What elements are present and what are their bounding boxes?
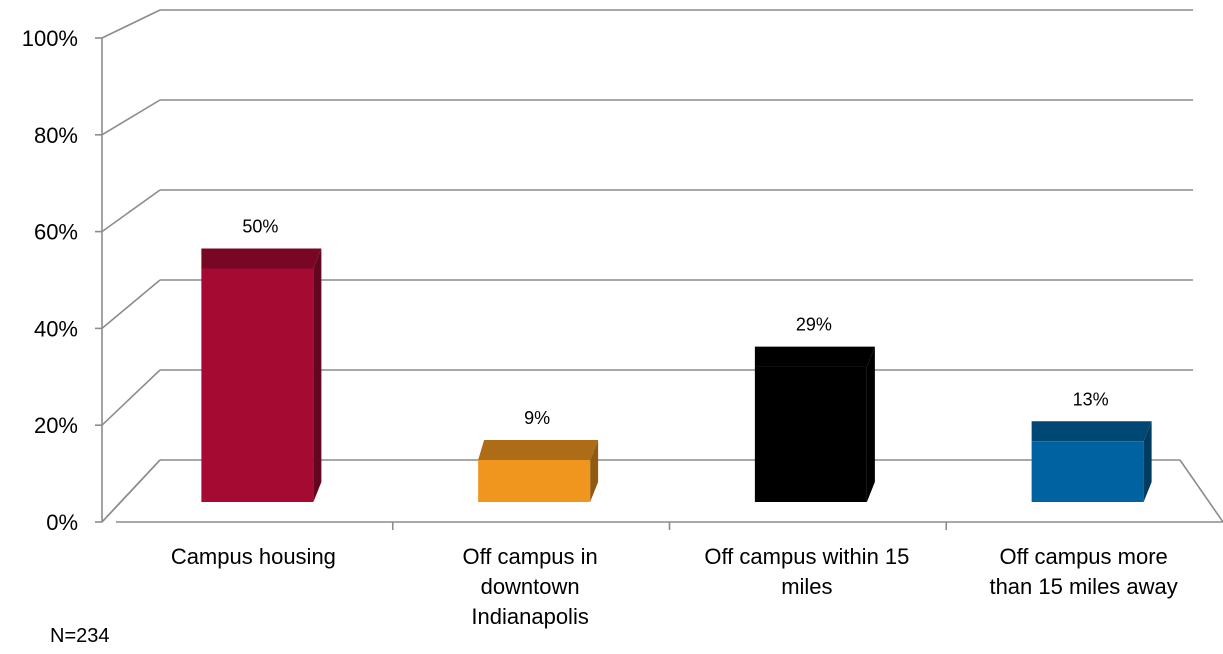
- bar-side: [313, 248, 322, 502]
- x-tick-label: miles: [781, 574, 832, 599]
- floor-right-edge: [1179, 459, 1223, 523]
- y-tick-label: 20%: [34, 413, 78, 438]
- floor-left-edge: [101, 459, 161, 523]
- bar-side: [590, 439, 599, 502]
- gridline-side: [101, 189, 161, 233]
- gridline-side: [101, 99, 161, 136]
- x-tick-label: Off campus more: [999, 544, 1167, 569]
- axes: [95, 37, 1223, 530]
- y-tick-label: 0%: [46, 510, 78, 535]
- bar: [478, 459, 591, 502]
- bar-side: [1143, 421, 1152, 502]
- labels: 0% 20% 40% 60% 80% 100% 50% 9% 29% 13% Campus hous…: [22, 26, 1178, 629]
- gridlines: [101, 9, 1223, 523]
- bar: [1031, 441, 1144, 502]
- data-label: 50%: [242, 217, 278, 237]
- y-tick-label: 100%: [22, 26, 78, 51]
- data-label: 29%: [796, 315, 832, 335]
- bars: [201, 248, 1152, 502]
- data-label: 9%: [524, 408, 550, 428]
- x-tick-label: Off campus in: [462, 544, 597, 569]
- bar-top: [1031, 421, 1152, 442]
- x-tick-label: Campus housing: [171, 544, 336, 569]
- bar-top: [754, 346, 875, 367]
- x-tick-label: Off campus within 15: [704, 544, 909, 569]
- x-tick-label: downtown: [481, 574, 580, 599]
- sample-size-note: N=234: [50, 625, 110, 647]
- y-tick-label: 60%: [34, 220, 78, 245]
- x-tick-label: than 15 miles away: [989, 574, 1177, 599]
- bar-top: [478, 439, 599, 460]
- bar: [201, 268, 314, 502]
- bar: [754, 366, 867, 502]
- gridline-side: [101, 279, 161, 330]
- bar-top: [201, 248, 322, 269]
- data-label: 13%: [1073, 389, 1109, 409]
- y-tick-label: 40%: [34, 316, 78, 341]
- gridline-side: [101, 9, 161, 39]
- bar-side: [866, 346, 875, 502]
- gridline-side: [101, 369, 161, 426]
- y-tick-label: 80%: [34, 123, 78, 148]
- x-tick-label: Indianapolis: [471, 604, 588, 629]
